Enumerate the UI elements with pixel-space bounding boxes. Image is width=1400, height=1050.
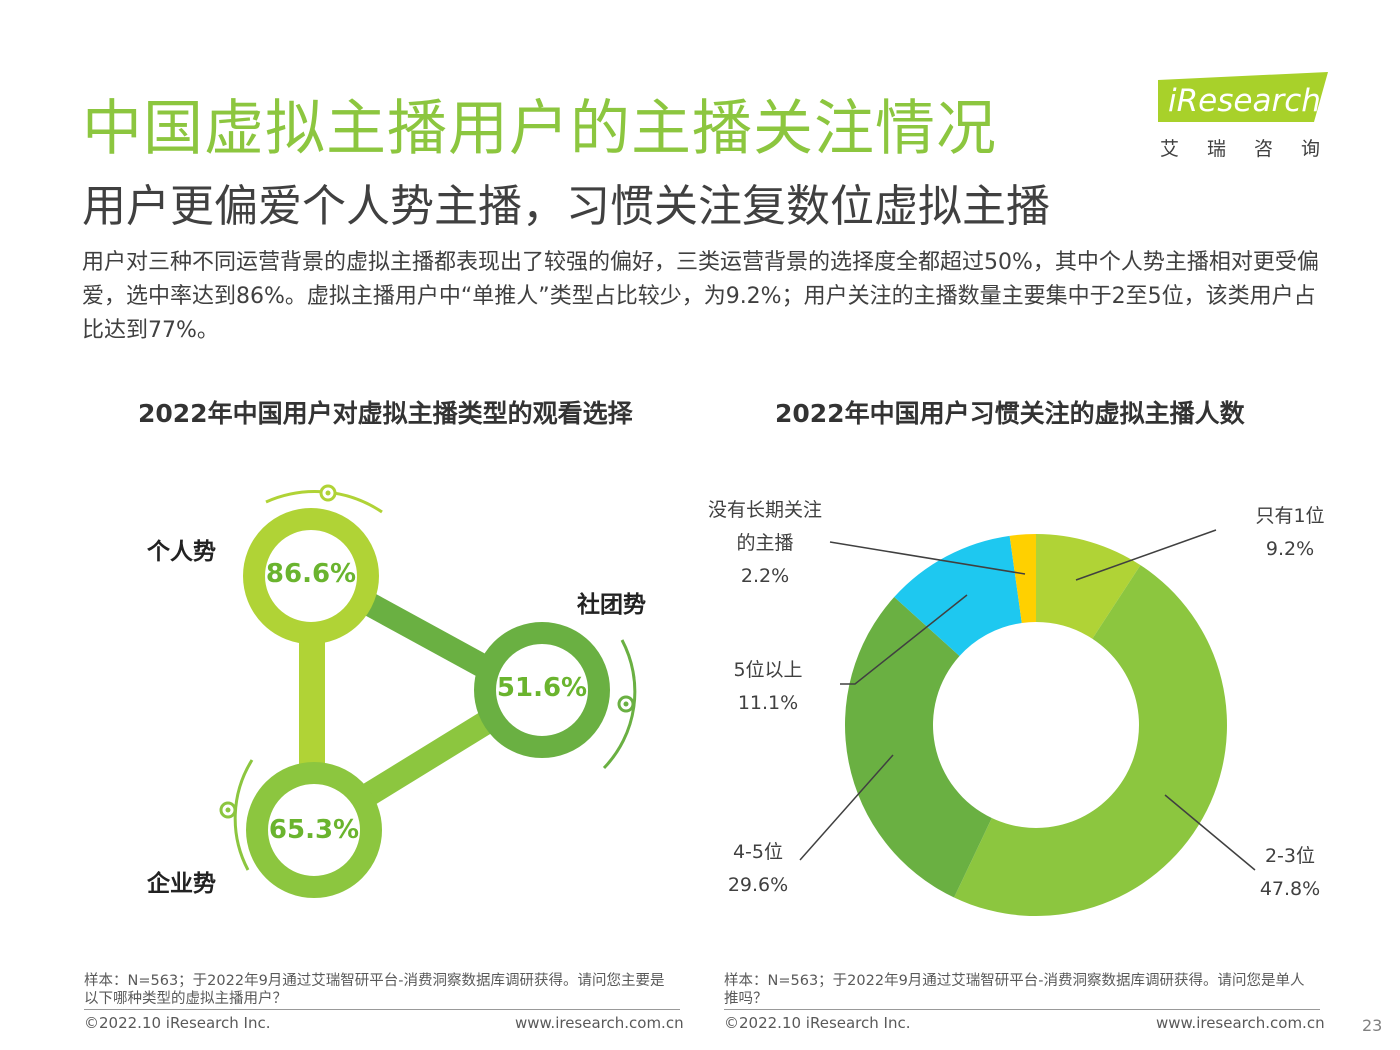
donut-slice-over5 xyxy=(894,535,1022,656)
donut-slice-only1 xyxy=(1036,534,1141,639)
slice-label-none-line2: 的主播 xyxy=(736,532,794,554)
slice-label-over5-value: 11.1% xyxy=(737,692,799,714)
left-url: www.iresearch.com.cn xyxy=(515,1014,684,1032)
left-network-diagram xyxy=(219,484,637,898)
logo-word: iResearch xyxy=(1168,83,1321,119)
slice-label-2to3: 2-3位 47.8% xyxy=(1240,840,1340,906)
left-copyright: ©2022.10 iResearch Inc. xyxy=(84,1014,271,1032)
slice-label-4to5-value: 29.6% xyxy=(727,874,789,896)
donut-chart xyxy=(799,529,1256,916)
right-chart-title: 2022年中国用户习惯关注的虚拟主播人数 xyxy=(775,399,1245,428)
ring-shetuan xyxy=(474,622,610,758)
donut-slice-none xyxy=(1009,534,1036,623)
slice-label-2to3-value: 47.8% xyxy=(1259,878,1321,900)
slice-label-only1: 只有1位 9.2% xyxy=(1240,500,1340,566)
deco-arc-qiye xyxy=(233,759,254,871)
label-geren: 个人势 xyxy=(147,539,216,565)
label-qiye: 企业势 xyxy=(147,871,216,897)
right-sample-note: 样本：N=563；于2022年9月通过艾瑞智研平台-消费洞察数据库调研获得。请问… xyxy=(724,973,1305,1007)
left-footer-divider xyxy=(84,1009,680,1010)
page-title: 中国虚拟主播用户的主播关注情况 xyxy=(82,94,997,164)
right-url: www.iresearch.com.cn xyxy=(1156,1014,1325,1032)
iresearch-logo xyxy=(1158,72,1328,122)
slice-label-only1-name: 只有1位 xyxy=(1255,505,1325,527)
slice-label-over5: 5位以上 11.1% xyxy=(718,654,818,720)
slice-label-none-line1: 没有长期关注 xyxy=(707,499,822,521)
leader-over5 xyxy=(840,594,968,685)
leader-2to3 xyxy=(1164,794,1256,871)
page-number: 23 xyxy=(1362,1016,1383,1035)
right-footer-divider xyxy=(724,1009,1320,1010)
value-qiye: 65.3% xyxy=(268,815,360,845)
leader-4to5 xyxy=(799,754,894,861)
label-shetuan: 社团势 xyxy=(577,592,646,618)
slice-label-4to5: 4-5位 29.6% xyxy=(708,836,808,902)
connector-shetuan-qiye xyxy=(353,709,497,811)
leader-none xyxy=(829,541,1026,575)
slice-label-over5-name: 5位以上 xyxy=(733,659,803,681)
slice-label-none: 没有长期关注 的主播 2.2% xyxy=(700,494,830,593)
right-copyright: ©2022.10 iResearch Inc. xyxy=(724,1014,911,1032)
left-sample-note: 样本：N=563；于2022年9月通过艾瑞智研平台-消费洞察数据库调研获得。请问… xyxy=(84,973,665,1007)
value-geren: 86.6% xyxy=(265,559,357,589)
slice-label-none-value: 2.2% xyxy=(740,565,790,587)
slice-label-2to3-name: 2-3位 xyxy=(1264,845,1316,867)
ring-geren xyxy=(243,508,379,644)
logo-cn: 艾瑞咨询 xyxy=(1160,138,1349,160)
value-shetuan: 51.6% xyxy=(496,673,588,703)
page-subtitle: 用户更偏爱个人势主播，习惯关注复数位虚拟主播 xyxy=(82,181,1050,232)
left-chart-title: 2022年中国用户对虚拟主播类型的观看选择 xyxy=(138,399,633,428)
slice-label-only1-value: 9.2% xyxy=(1265,538,1315,560)
slice-label-4to5-name: 4-5位 xyxy=(732,841,784,863)
leader-only1 xyxy=(1075,529,1217,581)
summary-text: 用户对三种不同运营背景的虚拟主播都表现出了较强的偏好，三类运营背景的选择度全都超… xyxy=(82,250,1319,343)
ring-qiye xyxy=(246,762,382,898)
donut-slice-2to3 xyxy=(954,565,1227,916)
donut-slice-4to5 xyxy=(845,597,992,898)
